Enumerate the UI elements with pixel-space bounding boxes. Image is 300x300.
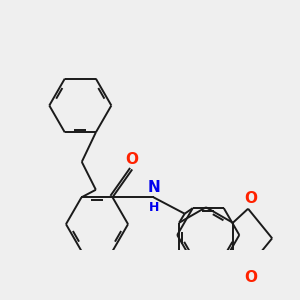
Text: O: O	[126, 152, 139, 166]
Text: O: O	[244, 270, 257, 285]
Text: H: H	[149, 201, 159, 214]
Text: O: O	[244, 191, 257, 206]
Text: N: N	[148, 180, 160, 195]
